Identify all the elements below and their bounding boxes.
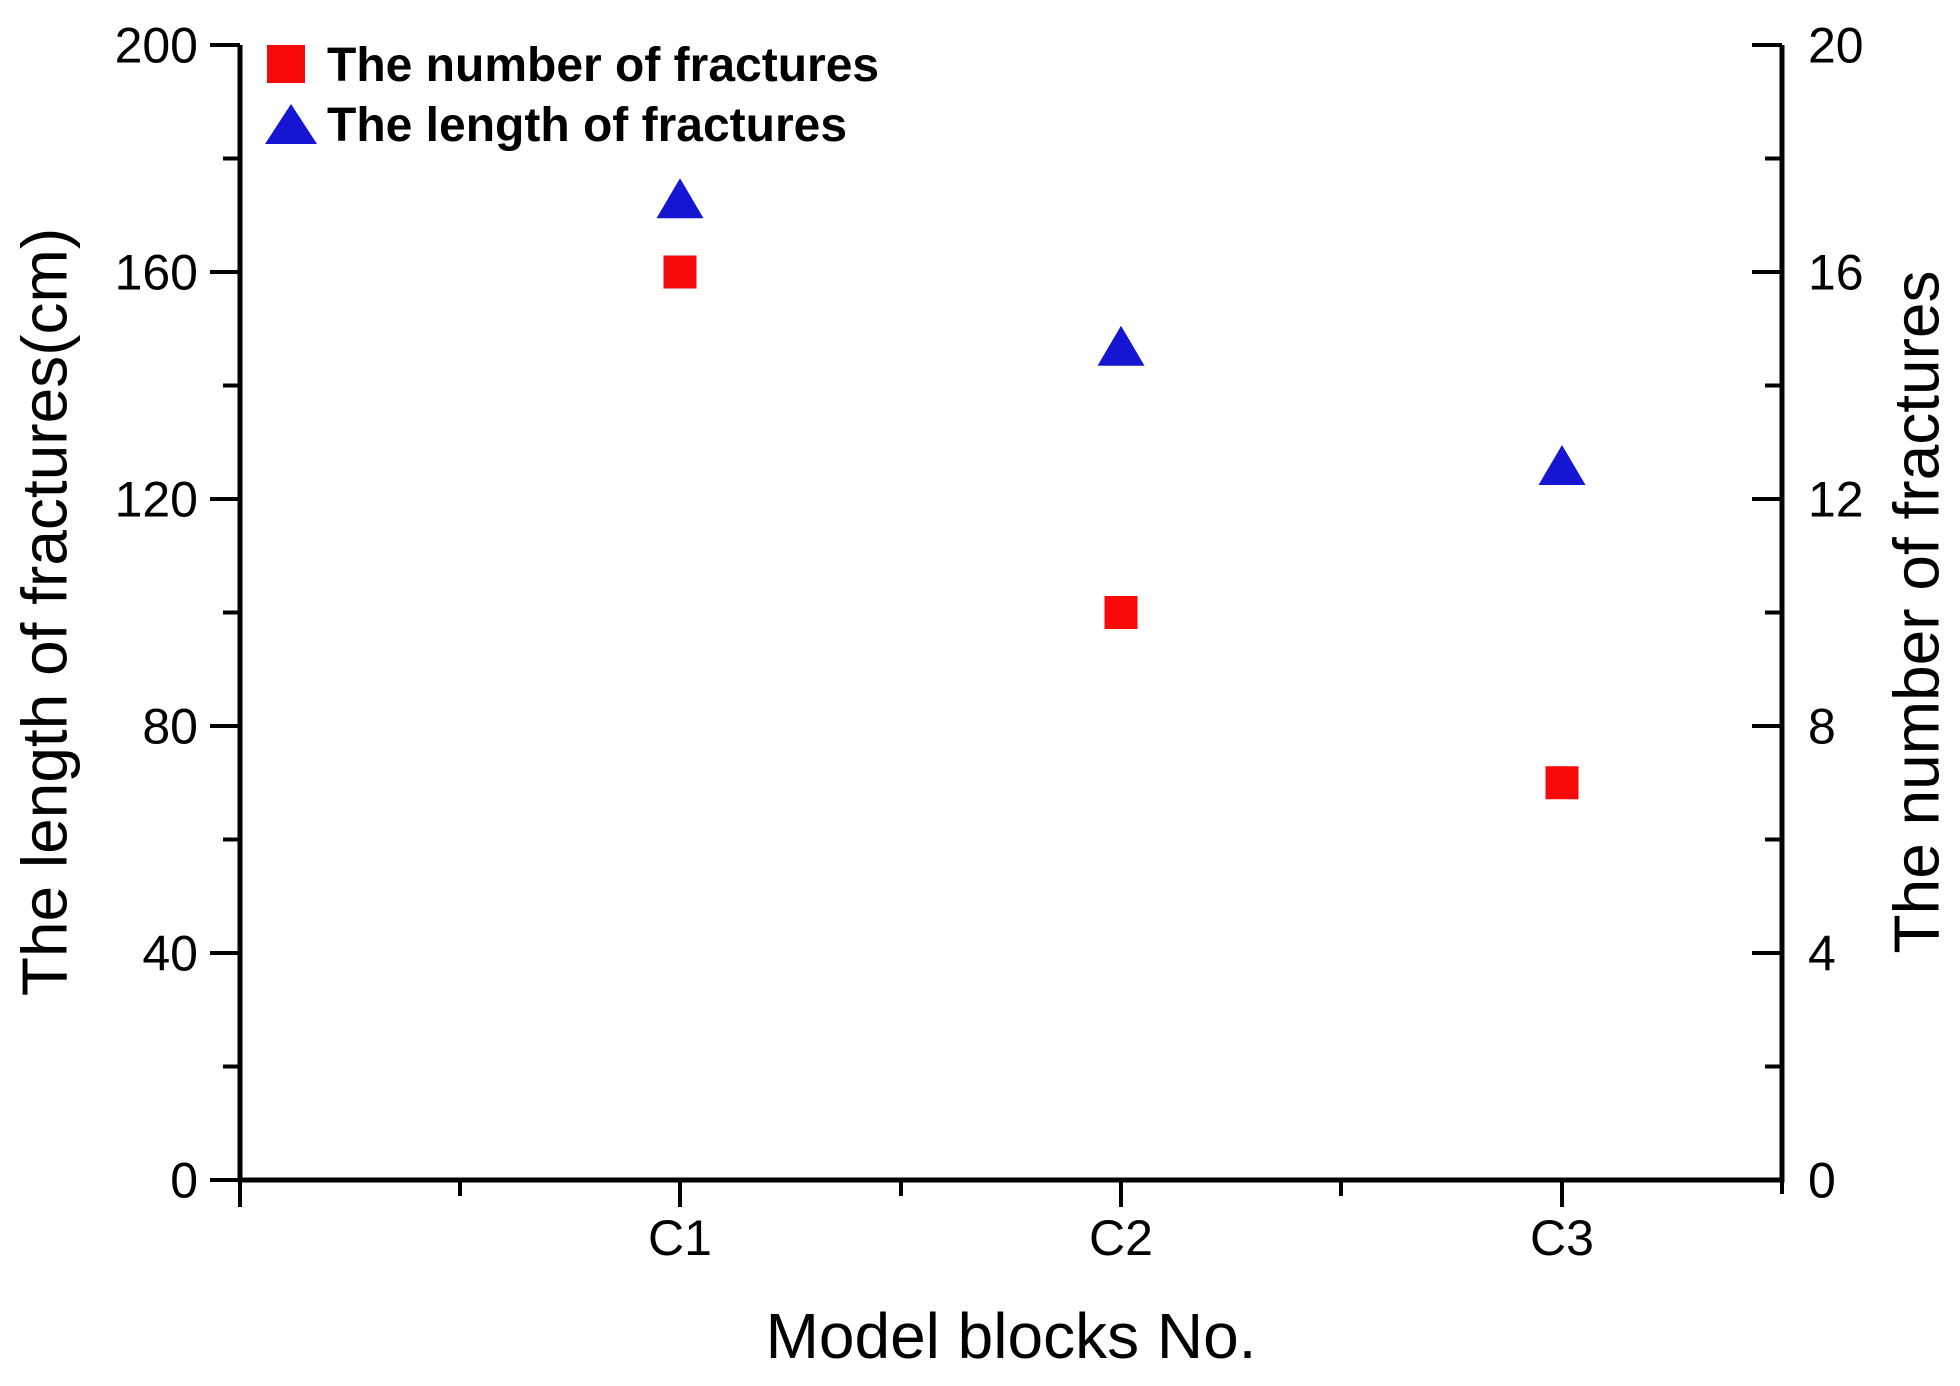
category-label: C3 [1530,1210,1594,1266]
right-axis-tick-label: 8 [1808,699,1836,755]
legend-item: The number of fractures [267,39,879,92]
left-axis-tick-label: 200 [115,18,198,74]
legend-swatch-square-marker [267,45,305,83]
category-label: C1 [648,1210,712,1266]
right-axis-tick-label: 0 [1808,1153,1836,1209]
point-C2-square-marker [1104,596,1138,629]
right-axis-tick-label: 16 [1808,245,1864,301]
right-axis-tick-label: 20 [1808,18,1864,74]
point-C3-square-marker [1545,766,1579,800]
point-C1-triangle-marker [656,178,704,219]
left-axis-tick-label: 0 [170,1153,198,1209]
left-axis-tick-label: 120 [115,472,198,528]
right-axis-tick-label: 4 [1808,926,1836,982]
y-axis-title-right: The number of fractures [1880,271,1952,954]
data-points [656,178,1586,800]
point-C3-triangle-marker [1538,444,1586,485]
legend-label: The length of fractures [327,99,847,152]
point-C2-triangle-marker [1097,325,1145,366]
category-label: C2 [1089,1210,1153,1266]
left-axis-tick-label: 160 [115,245,198,301]
legend-item: The length of fractures [265,99,847,152]
left-axis-tick-label: 80 [142,699,198,755]
left-axis-tick-label: 40 [142,926,198,982]
legend-swatch-triangle-marker [265,104,317,144]
legend: The number of fractures The length of fra… [265,39,879,152]
x-axis-title: Model blocks No. [766,1300,1257,1372]
legend-label: The number of fractures [327,39,879,92]
point-C1-square-marker [663,255,697,289]
y-axis-title-left: The length of fractures(cm) [8,228,80,996]
axes: 0 40 80 120 160 200 0 4 8 12 16 20 C1 C2 C3 [115,18,1864,1267]
right-axis-tick-label: 12 [1808,472,1864,528]
